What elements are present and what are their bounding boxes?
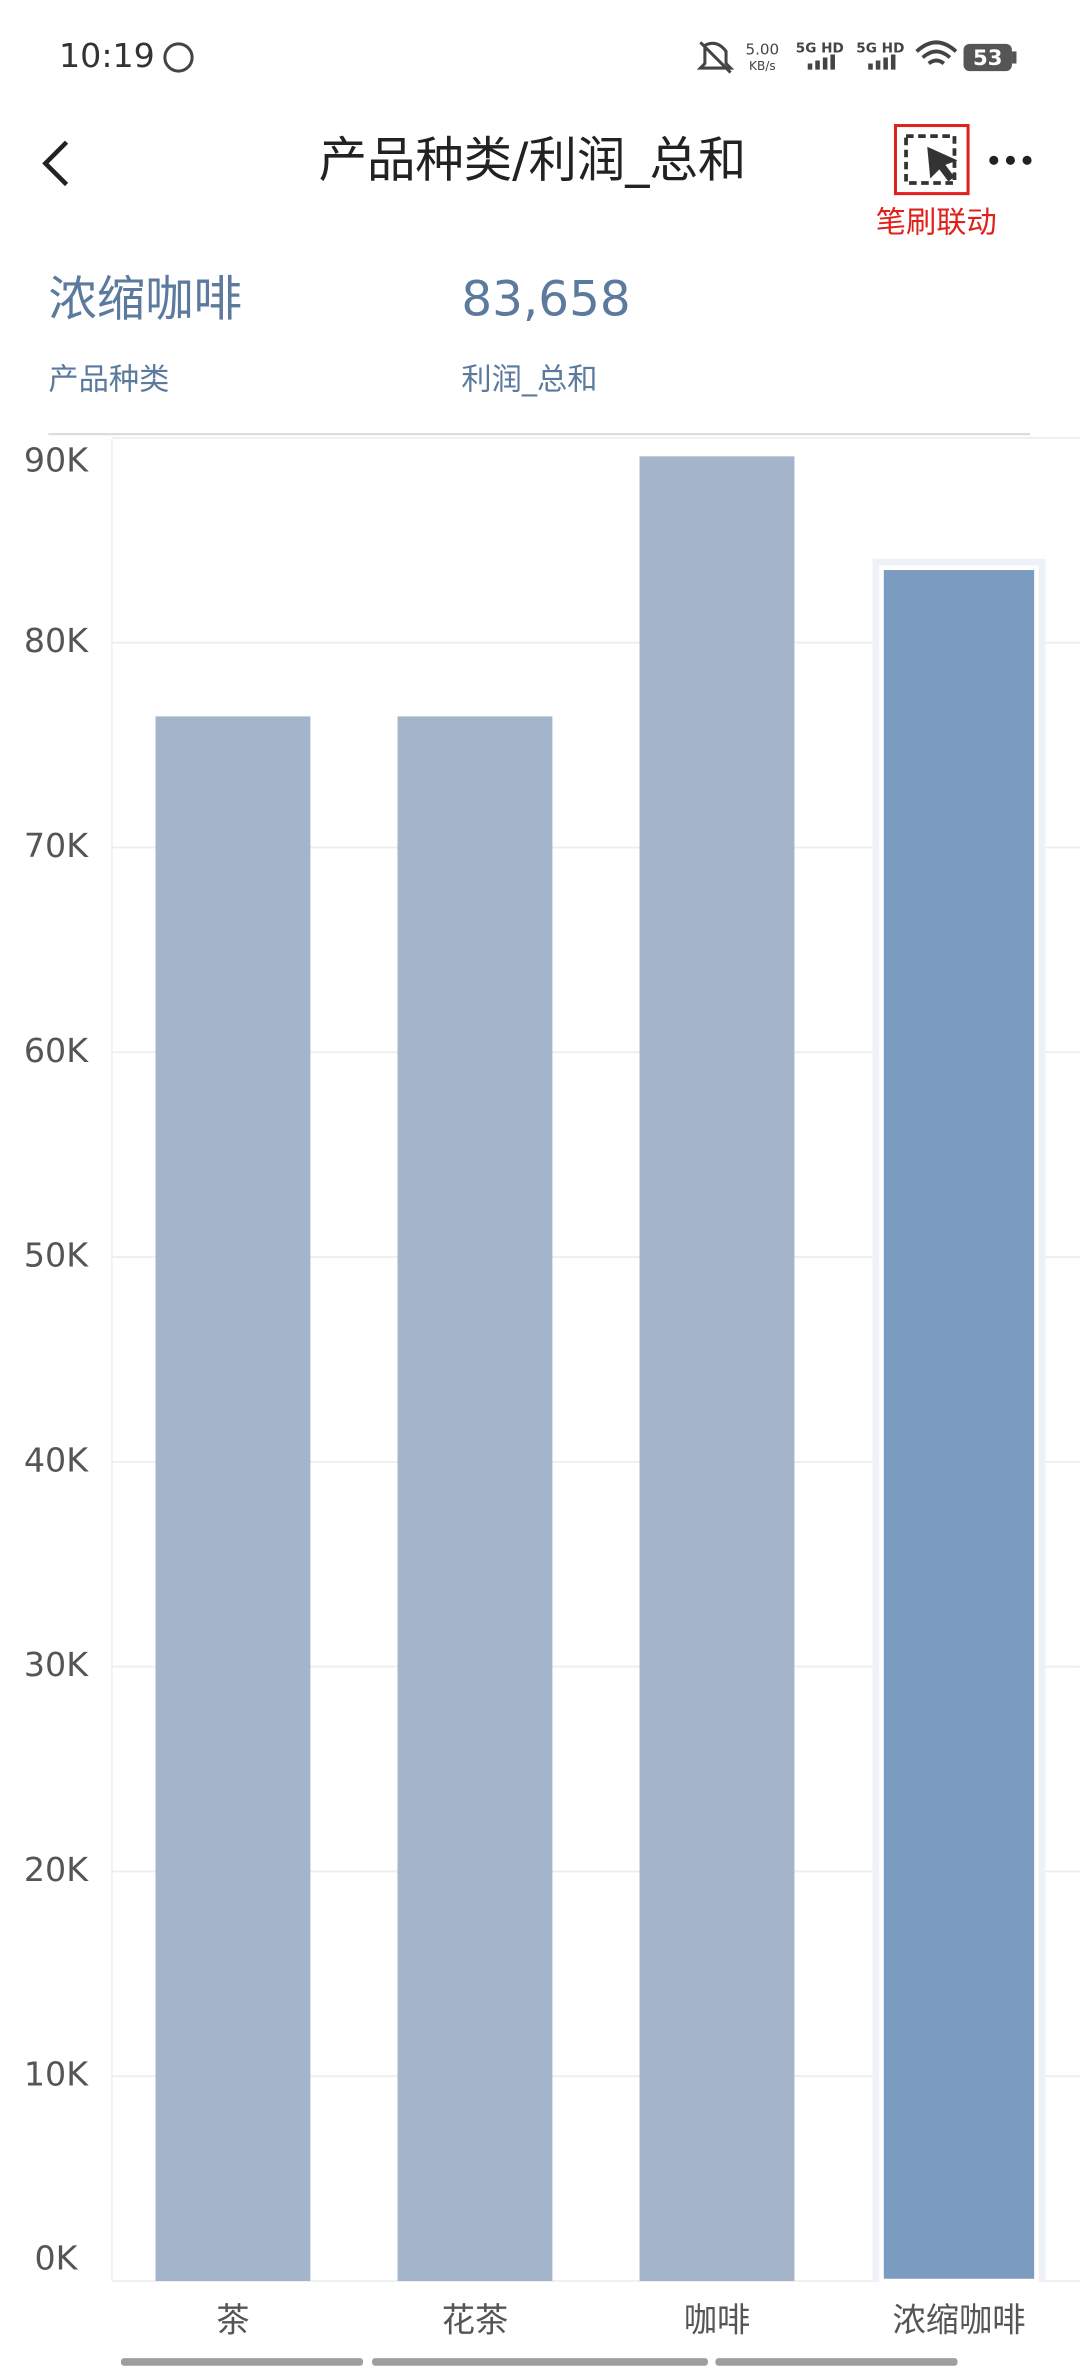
y-tick-label: 70K (24, 826, 89, 865)
x-tick-label: 浓缩咖啡 (892, 2300, 1025, 2339)
wifi-icon (915, 40, 958, 66)
sim-label: 5G HD (856, 40, 904, 56)
y-tick-label: 60K (24, 1031, 89, 1070)
back-button[interactable] (42, 140, 69, 187)
scrollbar (715, 2358, 958, 2366)
selected-value: 83,658 (461, 272, 630, 328)
status-icon (163, 42, 194, 73)
bar (155, 716, 311, 2282)
sim-label: 5G HD (796, 40, 844, 56)
y-tick-label: 20K (24, 1850, 89, 1889)
y-tick-label: 90K (24, 441, 89, 480)
net-speed: 5.00 (746, 40, 780, 58)
y-tick-label: 10K (24, 2055, 89, 2094)
cursor-icon (927, 146, 958, 182)
mute-icon (696, 41, 735, 74)
battery-tip (1011, 51, 1017, 64)
x-tick-label: 茶 (216, 2300, 249, 2339)
selected-category: 浓缩咖啡 (48, 272, 242, 328)
scrollbar (121, 2358, 364, 2366)
y-tick-label: 80K (24, 621, 89, 660)
bar (639, 456, 795, 2282)
signal-icon (868, 54, 896, 70)
status-time: 10:19 (59, 36, 155, 75)
bar (397, 716, 553, 2282)
y-tick-label: 40K (24, 1440, 89, 1479)
signal-icon (807, 54, 835, 70)
brush-label: 笔刷联动 (876, 205, 997, 240)
y-tick-label: 50K (24, 1236, 89, 1275)
scrollbar (372, 2358, 708, 2366)
category-field: 产品种类 (48, 363, 169, 398)
bar (879, 565, 1039, 2284)
battery-level: 53 (973, 45, 1002, 70)
y-tick-label: 30K (24, 1645, 89, 1684)
x-tick-label: 花茶 (442, 2300, 509, 2339)
page-title: 产品种类/利润_总和 (319, 132, 747, 188)
x-tick-label: 咖啡 (684, 2300, 751, 2339)
brush-button[interactable] (893, 124, 970, 196)
y-tick-label: 0K (34, 2238, 78, 2277)
value-field: 利润_总和 (461, 363, 597, 398)
brush-icon (904, 134, 957, 185)
battery (963, 43, 1012, 72)
more-button[interactable] (989, 155, 1032, 165)
net-unit: KB/s (749, 59, 776, 73)
